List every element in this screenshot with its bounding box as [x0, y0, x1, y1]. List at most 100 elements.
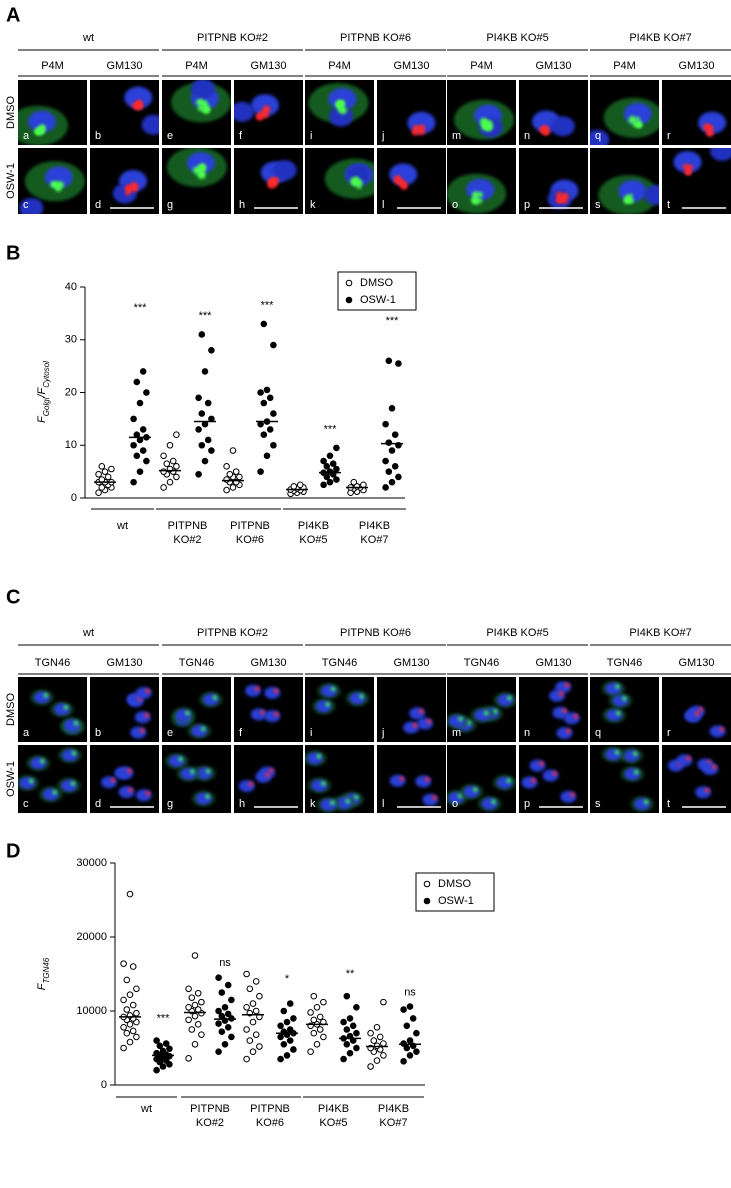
image-background [234, 677, 303, 742]
data-point [153, 1066, 160, 1074]
nucleus [42, 788, 59, 801]
data-point [136, 468, 144, 475]
golgi-spot [265, 772, 270, 777]
data-point [350, 478, 358, 486]
data-point [98, 484, 106, 491]
data-point [95, 470, 102, 478]
golgi-spot [703, 124, 710, 131]
data-point [346, 1049, 354, 1057]
image-letter: g [167, 199, 173, 211]
golgi-spot [43, 693, 49, 698]
micrograph: a [18, 677, 87, 742]
channel-label: P4M [470, 60, 493, 72]
y-tick-label: 10 [65, 439, 77, 451]
golgi-spot [353, 178, 362, 187]
row-label: OSW-1 [5, 761, 17, 797]
data-point [413, 1029, 420, 1037]
image-content [547, 179, 579, 210]
data-point [380, 1040, 387, 1047]
data-point [310, 1029, 318, 1037]
nucleus [560, 790, 577, 803]
golgi-spot [682, 163, 688, 169]
data-point [160, 484, 167, 491]
group-label: PITPNB KO#6 [340, 627, 411, 639]
nucleus [255, 770, 272, 783]
data-point [266, 426, 274, 433]
image-letter: b [95, 727, 101, 739]
data-point [130, 441, 137, 449]
data-point [391, 463, 399, 470]
nucleus [311, 779, 328, 792]
image-content [112, 170, 148, 204]
image-content [100, 766, 152, 802]
micrograph: h [234, 745, 303, 813]
golgi-spot [686, 164, 693, 171]
golgi-spot [477, 191, 483, 198]
image-content [403, 707, 433, 734]
data-point [126, 991, 134, 999]
significance-label: *** [386, 315, 400, 327]
data-point [376, 1033, 384, 1041]
data-point [320, 481, 327, 489]
y-tick-label: 10000 [76, 1005, 107, 1017]
channel-label: GM130 [106, 657, 142, 669]
image-letter: l [382, 199, 384, 211]
nucleus [481, 797, 498, 810]
micrograph: g [162, 148, 231, 214]
image-letter: p [524, 199, 530, 211]
data-point [413, 1048, 420, 1055]
image-letter: b [95, 130, 101, 142]
data-point [223, 476, 230, 483]
golgi-spot [397, 179, 404, 186]
data-point [198, 441, 206, 449]
golgi-spot [419, 709, 424, 714]
image-content [667, 754, 719, 799]
legend-marker [423, 897, 431, 905]
data-point [185, 985, 192, 993]
legend-box [337, 271, 417, 311]
nucleus [168, 755, 185, 768]
data-point [263, 452, 271, 460]
image-content [166, 148, 227, 187]
y-axis-label-part: Golgi [42, 397, 51, 416]
data-point [406, 1052, 414, 1059]
nucleus [141, 114, 159, 135]
row-label: DMSO [5, 96, 17, 129]
image-letter: n [524, 727, 530, 739]
data-point [290, 483, 298, 490]
image-content [389, 774, 439, 806]
image-content [124, 86, 159, 135]
golgi-spot [426, 719, 432, 724]
x-tick-label: PITPNB [250, 1103, 290, 1115]
image-letter: j [381, 130, 384, 142]
data-point [191, 1012, 199, 1020]
data-point [316, 1026, 324, 1033]
data-point [130, 415, 137, 423]
data-point [343, 992, 351, 1000]
data-point [256, 1043, 263, 1050]
nucleus [702, 762, 719, 775]
micrograph: r [662, 80, 731, 145]
golgi-spot [686, 756, 691, 761]
nucleus [684, 709, 701, 722]
nucleus [709, 725, 726, 738]
golgi-spot [552, 771, 557, 776]
golgi-spot [132, 102, 138, 108]
group-label: wt [82, 627, 94, 639]
data-point [323, 463, 331, 470]
data-point [290, 1015, 297, 1022]
golgi-spot [704, 788, 710, 793]
nucleus [328, 106, 353, 127]
data-point [257, 389, 264, 396]
golgi-spot [339, 106, 347, 115]
data-point [403, 1022, 411, 1030]
channel-label: GM130 [535, 60, 571, 72]
image-letter: r [667, 130, 671, 142]
micrograph: r [662, 677, 731, 742]
data-point [95, 489, 102, 497]
nucleus [349, 692, 366, 705]
y-axis-label-part: Cytosol [42, 361, 51, 388]
micrograph: i [305, 80, 374, 145]
data-point [380, 1052, 387, 1059]
data-point [195, 426, 202, 433]
